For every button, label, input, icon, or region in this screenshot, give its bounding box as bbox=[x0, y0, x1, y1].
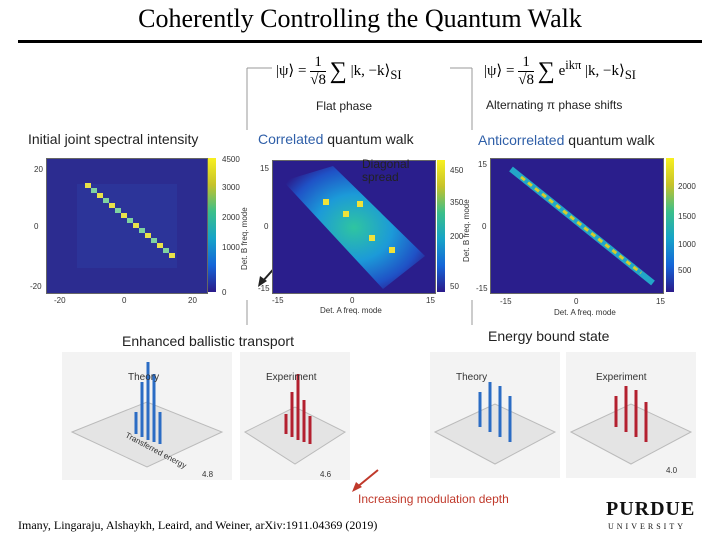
theory-enhanced-bars bbox=[70, 362, 224, 468]
initial-xtick: 0 bbox=[122, 296, 127, 305]
correlated-word: Correlated bbox=[258, 131, 324, 147]
corr-ylabel: Det. B freq. mode bbox=[240, 207, 249, 270]
purdue-logo: PURDUE bbox=[606, 498, 696, 520]
initial-diagonal bbox=[47, 159, 207, 293]
experiment-label: Experiment bbox=[596, 372, 647, 383]
theory-label: Theory bbox=[128, 372, 160, 383]
delta-label: 4.0 bbox=[666, 466, 678, 475]
anticorrelated-rest: quantum walk bbox=[564, 132, 655, 148]
anti-ytick: 15 bbox=[478, 160, 487, 169]
anti-xtick: -15 bbox=[500, 297, 512, 306]
anti-ytick: -15 bbox=[476, 284, 488, 293]
anti-xlabel: Det. A freq. mode bbox=[554, 308, 616, 317]
anticorrelated-heatmap bbox=[490, 158, 664, 294]
title-rule bbox=[18, 40, 702, 43]
enhanced-label: Enhanced ballistic transport bbox=[122, 333, 294, 349]
initial-cbar-tick: 2000 bbox=[222, 213, 240, 222]
corr-cbar-tick: 450 bbox=[450, 166, 464, 175]
experiment-enhanced-bars bbox=[243, 374, 347, 465]
citation: Imany, Lingaraju, Alshaykh, Leaird, and … bbox=[18, 518, 378, 532]
initial-cbar-max: 4500 bbox=[222, 155, 240, 164]
initial-ytick: 0 bbox=[34, 222, 39, 231]
theory-plot-bound: Theory bbox=[430, 352, 560, 478]
corr-ytick: 0 bbox=[264, 222, 269, 231]
corr-xtick: 0 bbox=[350, 296, 355, 305]
anticorrelated-pattern bbox=[491, 159, 663, 293]
flat-phase-label: Flat phase bbox=[316, 99, 373, 113]
experiment-bound-bars bbox=[569, 386, 693, 465]
theory-bound-bars bbox=[433, 382, 557, 465]
anticorrelated-label: Anticorrelated quantum walk bbox=[478, 132, 655, 148]
initial-cbar-tick: 1000 bbox=[222, 243, 240, 252]
corr-cbar-tick: 200 bbox=[450, 232, 464, 241]
correlated-heatmap bbox=[272, 160, 436, 294]
initial-colorbar bbox=[208, 158, 216, 292]
corr-cbar-tick: 350 bbox=[450, 198, 464, 207]
anti-cbar-tick: 500 bbox=[678, 266, 692, 275]
anticorrelated-word: Anticorrelated bbox=[478, 132, 565, 148]
correlated-rest: quantum walk bbox=[323, 131, 414, 147]
alt-phase-label: Alternating π phase shifts bbox=[486, 98, 623, 112]
experiment-plot-enhanced: Experiment 4.6 bbox=[240, 352, 350, 480]
anti-ytick: 0 bbox=[482, 222, 487, 231]
anti-xtick: 0 bbox=[574, 297, 579, 306]
initial-cbar-min: 0 bbox=[222, 288, 227, 297]
theory-plot-enhanced: Theory Transferred energy 4.8 bbox=[62, 352, 232, 480]
initial-label: Initial joint spectral intensity bbox=[28, 131, 199, 147]
anticorrelated-colorbar bbox=[666, 158, 674, 292]
experiment-label: Experiment bbox=[266, 372, 317, 383]
correlated-pattern bbox=[273, 161, 435, 293]
initial-xtick: 20 bbox=[188, 296, 197, 305]
delta-label: 4.6 bbox=[320, 470, 332, 479]
flat-equation: |ψ⟩ = 1 √8 ∑ |k, −k⟩SI bbox=[276, 54, 402, 88]
anti-cbar-tick: 1000 bbox=[678, 240, 696, 249]
anti-cbar-tick: 1500 bbox=[678, 212, 696, 221]
initial-xtick: -20 bbox=[54, 296, 66, 305]
corr-cbar-tick: 50 bbox=[450, 282, 459, 291]
anti-xtick: 15 bbox=[656, 297, 665, 306]
corr-ytick: 15 bbox=[260, 164, 269, 173]
corr-xtick: 15 bbox=[426, 296, 435, 305]
delta-label: 4.8 bbox=[202, 470, 214, 479]
corr-xtick: -15 bbox=[272, 296, 284, 305]
increasing-label: Increasing modulation depth bbox=[358, 492, 509, 506]
correlated-colorbar bbox=[437, 160, 445, 292]
diagonal-spread-label: Diagonal spread bbox=[362, 157, 410, 184]
alt-equation: |ψ⟩ = 1 √8 ∑ eikπ |k, −k⟩SI bbox=[484, 54, 636, 88]
initial-ytick: -20 bbox=[30, 282, 42, 291]
purdue-logo-sub: UNIVERSITY bbox=[608, 522, 686, 531]
corr-xlabel: Det. A freq. mode bbox=[320, 306, 382, 315]
anti-cbar-tick: 2000 bbox=[678, 182, 696, 191]
anti-ylabel: Det. B freq. mode bbox=[462, 199, 471, 262]
correlated-label: Correlated quantum walk bbox=[258, 131, 414, 147]
initial-cbar-tick: 3000 bbox=[222, 183, 240, 192]
theory-label: Theory bbox=[456, 372, 488, 383]
experiment-plot-bound: Experiment 4.0 bbox=[566, 352, 696, 478]
initial-ytick: 20 bbox=[34, 165, 43, 174]
initial-jsi-heatmap bbox=[46, 158, 208, 294]
energy-bound-label: Energy bound state bbox=[488, 328, 610, 344]
slide-title: Coherently Controlling the Quantum Walk bbox=[138, 4, 582, 33]
corr-ytick: -15 bbox=[258, 284, 270, 293]
